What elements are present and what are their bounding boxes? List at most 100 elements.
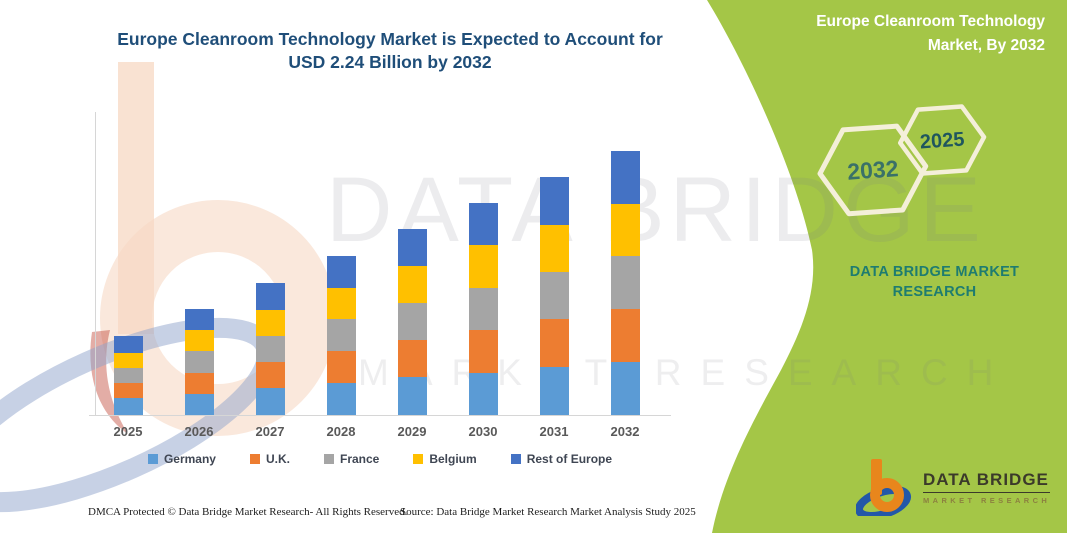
legend-swatch-icon [147, 454, 158, 464]
hexagon-2032-icon: 2032 [817, 123, 929, 217]
logo-name: DATA BRIDGE [923, 470, 1051, 493]
bar-segment-belgium-2029 [397, 266, 427, 303]
bar-segment-rest-of-europe-2028 [326, 255, 356, 288]
legend-label: U.K. [265, 452, 290, 466]
x-axis-label-2030: 2030 [468, 424, 498, 439]
legend-swatch-icon [249, 454, 260, 464]
legend-item-france: France [323, 452, 380, 466]
bar-segment-u-k--2030 [468, 330, 498, 373]
stacked-bar-2032 [610, 150, 640, 415]
x-axis-label-2031: 2031 [539, 424, 569, 439]
bar-segment-france-2030 [468, 287, 498, 331]
x-axis-labels: 2025 2026 2027 2028 2029 2030 2031 2032 [95, 424, 665, 442]
data-bridge-logo: DATA BRIDGE MARKET RESEARCH [856, 458, 1051, 516]
bar-segment-rest-of-europe-2029 [397, 228, 427, 267]
bar-segment-rest-of-europe-2032 [610, 150, 640, 204]
bar-segment-u-k--2032 [610, 308, 640, 362]
bar-segment-rest-of-europe-2026 [184, 308, 214, 331]
bar-segment-belgium-2025 [113, 352, 143, 368]
stacked-bar-2027 [255, 282, 285, 415]
legend-swatch-icon [413, 454, 424, 464]
bar-segment-rest-of-europe-2025 [113, 335, 143, 353]
data-bridge-logo-icon [856, 459, 912, 516]
legend-item-u-k-: U.K. [249, 452, 290, 466]
x-axis-label-2026: 2026 [184, 424, 214, 439]
banner-title: Europe Cleanroom Technology Market, By 2… [750, 10, 1045, 58]
legend-item-belgium: Belgium [413, 452, 477, 466]
bar-segment-germany-2031 [539, 366, 569, 415]
chart-title-line2: USD 2.24 Billion by 2032 [288, 52, 492, 73]
plot-area [89, 112, 671, 416]
footer-dmca-text: DMCA Protected © Data Bridge Market Rese… [88, 506, 408, 518]
bar-segment-belgium-2026 [184, 330, 214, 352]
chart-title-line1: Europe Cleanroom Technology Market is Ex… [117, 29, 663, 49]
bar-segment-u-k--2027 [255, 361, 285, 388]
bar-segment-u-k--2026 [184, 372, 214, 394]
banner-brand-line2: RESEARCH [892, 284, 977, 301]
logo-text-block: DATA BRIDGE MARKET RESEARCH [923, 470, 1051, 505]
bar-segment-france-2026 [184, 351, 214, 373]
banner-brand-line1: DATA BRIDGE MARKET [849, 264, 1020, 280]
stacked-bar-2031 [539, 176, 569, 415]
legend-label: Rest of Europe [526, 452, 613, 466]
x-axis-line [89, 415, 671, 416]
y-axis-line [95, 112, 96, 416]
legend-label: Belgium [429, 452, 477, 466]
bar-segment-france-2032 [610, 255, 640, 309]
banner-brand-text: DATA BRIDGE MARKET RESEARCH [822, 262, 1047, 303]
legend-item-rest-of-europe: Rest of Europe [510, 452, 613, 466]
green-banner-panel [707, 0, 1067, 533]
stacked-bar-2029 [397, 228, 427, 415]
bar-segment-germany-2027 [255, 387, 285, 415]
bar-segment-belgium-2027 [255, 310, 285, 336]
watermark-text-line2: MARKET RESEARCH [358, 352, 1013, 393]
bar-segment-germany-2029 [397, 377, 427, 415]
stacked-bar-2028 [326, 255, 356, 415]
legend-swatch-icon [323, 454, 334, 464]
x-axis-label-2029: 2029 [397, 424, 427, 439]
stacked-bar-2030 [468, 202, 498, 415]
bar-segment-germany-2032 [610, 361, 640, 415]
bar-segment-u-k--2029 [397, 339, 427, 378]
bar-segment-france-2028 [326, 319, 356, 352]
bar-segment-france-2031 [539, 272, 569, 320]
bar-segment-belgium-2030 [468, 245, 498, 288]
hexagon-2025-icon: 2025 [897, 104, 987, 176]
bar-segment-france-2029 [397, 302, 427, 340]
x-axis-label-2032: 2032 [610, 424, 640, 439]
legend-label: Germany [163, 452, 216, 466]
x-axis-label-2027: 2027 [255, 424, 285, 439]
bar-segment-germany-2030 [468, 372, 498, 415]
bar-segment-germany-2028 [326, 383, 356, 415]
bar-segment-belgium-2028 [326, 287, 356, 320]
stacked-bar-2025 [113, 335, 143, 415]
hexagon-badges: 2032 2025 [817, 104, 987, 217]
banner-title-line1: Europe Cleanroom Technology [816, 13, 1045, 30]
bar-segment-rest-of-europe-2031 [539, 176, 569, 226]
bar-segment-belgium-2032 [610, 203, 640, 256]
hexagon-2025-label: 2025 [919, 128, 965, 153]
chart-title: Europe Cleanroom Technology Market is Ex… [80, 28, 700, 74]
banner-title-line2: Market, By 2032 [927, 37, 1045, 55]
legend-item-germany: Germany [147, 452, 216, 466]
legend: Germany U.K. France Belgium Rest of Europe [60, 452, 700, 466]
bar-segment-belgium-2031 [539, 225, 569, 273]
legend-swatch-icon [510, 454, 521, 464]
stacked-bar-2026 [184, 308, 214, 415]
bar-segment-france-2025 [113, 367, 143, 384]
x-axis-label-2028: 2028 [326, 424, 356, 439]
watermark-b-logo-icon [0, 62, 336, 513]
bar-segment-france-2027 [255, 335, 285, 362]
bar-segment-u-k--2025 [113, 383, 143, 399]
footer-source-text: Source: Data Bridge Market Research Mark… [400, 506, 696, 518]
legend-label: France [339, 452, 380, 466]
bar-segment-germany-2026 [184, 393, 214, 415]
bar-segment-rest-of-europe-2027 [255, 282, 285, 311]
hexagon-2032-label: 2032 [846, 155, 899, 185]
bar-segment-u-k--2031 [539, 319, 569, 367]
bar-segment-rest-of-europe-2030 [468, 202, 498, 246]
logo-subtitle: MARKET RESEARCH [923, 495, 1051, 505]
x-axis-label-2025: 2025 [113, 424, 143, 439]
bar-segment-germany-2025 [113, 398, 143, 415]
